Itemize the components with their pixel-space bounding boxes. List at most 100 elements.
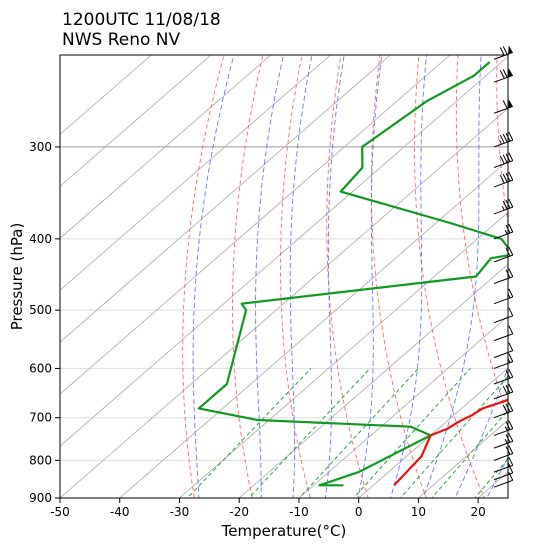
axes: -50 -40 -30 -20 -10 0 10 20 300 400 500 600 700 800 90…: [29, 140, 486, 519]
wind-barb-feather: [502, 200, 508, 210]
wind-barb-staff: [493, 276, 513, 284]
background-lines: [60, 17, 542, 531]
mixing-ratio-line: [431, 409, 508, 498]
moist-adiabat: [324, 55, 345, 498]
wind-barb-staff: [493, 361, 513, 369]
moist-adiabat: [499, 17, 542, 531]
x-tick-label: -30: [170, 505, 190, 519]
wind-barb-feather: [508, 246, 514, 256]
wind-barb-flag: [508, 99, 513, 109]
wind-barb: [493, 307, 514, 324]
wind-barb-feather: [508, 131, 514, 141]
wind-barb-feather: [508, 198, 514, 208]
x-tick-label: -40: [110, 505, 130, 519]
wind-barb-feather: [508, 402, 514, 412]
wind-barb-feather: [505, 384, 511, 394]
wind-barb: [493, 99, 513, 114]
wind-barb-half-feather: [507, 293, 511, 299]
isotherm: [298, 315, 508, 498]
isotherm: [60, 55, 152, 135]
moist-adiabat: [357, 55, 383, 498]
wind-barb-feather: [499, 70, 505, 79]
wind-barb-half-feather: [504, 426, 508, 431]
wind-barb-feather: [502, 385, 508, 395]
mixing-ratio-line: [186, 368, 312, 498]
wind-barb-staff: [493, 105, 513, 114]
x-tick-label: 20: [470, 505, 485, 519]
wind-barb-feather: [508, 368, 514, 378]
wind-barb: [493, 457, 514, 473]
dewpoint-profile: [197, 61, 508, 487]
isotherm: [179, 211, 508, 498]
isotherm: [60, 55, 451, 395]
isotherm: [119, 159, 508, 498]
wind-barb-flag: [508, 45, 513, 55]
wind-barb-half-feather: [501, 205, 505, 211]
moist-adiabat: [390, 55, 427, 498]
dry-adiabat: [414, 55, 485, 498]
dry-adiabat: [326, 55, 369, 498]
y-tick-label: 800: [29, 453, 52, 467]
wind-barb: [493, 152, 514, 169]
wind-barb-feather: [499, 174, 505, 184]
wind-barb: [493, 268, 514, 284]
y-tick-label: 500: [29, 303, 52, 317]
wind-barb-feather: [499, 47, 505, 56]
isotherm: [238, 263, 508, 498]
mixing-ratio-line: [353, 368, 471, 498]
wind-barb-feather: [505, 403, 511, 413]
wind-barb-feather: [502, 154, 508, 164]
wind-barb: [493, 368, 514, 385]
wind-barb-feather: [508, 383, 514, 393]
y-tick-label: 700: [29, 411, 52, 425]
isotherm: [358, 367, 508, 498]
wind-barb-feather: [508, 433, 514, 442]
wind-barb-feather: [508, 223, 514, 233]
wind-barb-half-feather: [504, 229, 508, 235]
wind-barb-feather: [505, 132, 511, 142]
y-tick-label: 300: [29, 140, 52, 154]
wind-barb-feather: [508, 457, 514, 466]
isotherm: [477, 471, 508, 498]
wind-barb-feather: [508, 152, 514, 161]
wind-barb-feather: [502, 404, 508, 414]
wind-barb-feather: [505, 446, 511, 455]
wind-barb-staff: [493, 479, 513, 488]
wind-barb-staff: [493, 472, 513, 481]
moist-adiabat: [486, 455, 508, 498]
wind-barb-feather: [502, 46, 508, 55]
wind-barb-feather: [505, 247, 511, 257]
wind-barb-feather: [508, 288, 514, 298]
wind-barb-feather: [508, 171, 514, 181]
wind-barb-feather: [508, 445, 514, 454]
dry-adiabat: [496, 55, 508, 226]
dry-adiabat: [232, 55, 264, 498]
wind-barb-feather: [502, 69, 508, 78]
isotherm: [60, 55, 331, 291]
wind-barb-half-feather: [504, 439, 508, 444]
wind-barb: [493, 342, 514, 359]
moist-adiabat: [454, 366, 508, 498]
wind-barb: [493, 171, 514, 188]
wind-barb-half-feather: [507, 358, 511, 363]
wind-barb-staff: [493, 51, 513, 60]
isotherm: [60, 55, 391, 343]
x-tick-label: -20: [229, 505, 249, 519]
dry-adiabat: [280, 55, 311, 498]
wind-barb: [493, 131, 514, 148]
wind-barb-feather: [505, 224, 511, 234]
wind-barb: [493, 420, 514, 436]
wind-barb: [493, 383, 514, 400]
wind-barb-feather: [508, 420, 514, 429]
wind-barb-feather: [499, 155, 505, 165]
isotherm: [60, 55, 508, 447]
wind-barb: [493, 433, 514, 449]
moist-adiabat: [422, 55, 482, 498]
dry-adiabat: [536, 17, 542, 531]
mixing-ratio-line: [474, 458, 508, 498]
dry-adiabat: [455, 55, 508, 418]
isotherm: [538, 55, 542, 498]
wind-barb-staff: [493, 315, 513, 324]
chart-title-line-1: 1200UTC 11/08/18: [62, 10, 221, 30]
